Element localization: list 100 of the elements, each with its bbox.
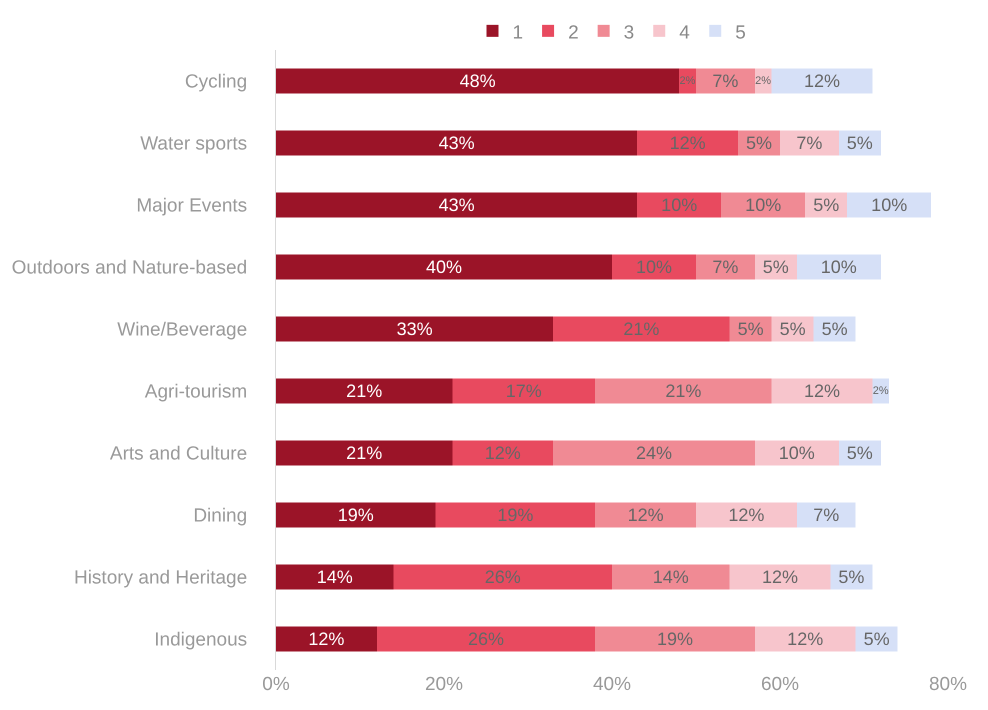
y-tick-label: Agri-tourism bbox=[144, 382, 248, 403]
data-label: 24% bbox=[636, 443, 672, 463]
data-label: 10% bbox=[778, 443, 815, 463]
bar bbox=[612, 254, 696, 280]
legend-label: 4 bbox=[679, 22, 690, 44]
bar bbox=[595, 502, 696, 528]
data-label: 21% bbox=[665, 381, 702, 401]
data-label: 19% bbox=[497, 505, 534, 525]
bar bbox=[754, 440, 839, 466]
bar bbox=[847, 192, 932, 218]
data-label: 2% bbox=[680, 75, 696, 87]
bar bbox=[276, 192, 638, 218]
data-label: 10% bbox=[820, 257, 857, 277]
data-label: 19% bbox=[338, 505, 374, 525]
bar bbox=[276, 564, 394, 590]
bar bbox=[394, 564, 612, 590]
data-label: 5% bbox=[780, 319, 806, 339]
data-label: 14% bbox=[316, 567, 353, 587]
data-label: 10% bbox=[661, 195, 698, 215]
x-tick-label: 60% bbox=[760, 674, 800, 695]
legend-label: 2 bbox=[568, 22, 579, 44]
data-label: 40% bbox=[426, 257, 462, 277]
data-label: 5% bbox=[738, 319, 764, 339]
data-label: 5% bbox=[813, 195, 840, 215]
data-label: 7% bbox=[813, 505, 840, 525]
bar bbox=[276, 130, 638, 156]
bar bbox=[637, 192, 722, 218]
bar bbox=[772, 378, 872, 404]
data-label: 48% bbox=[460, 71, 496, 91]
bar bbox=[276, 254, 612, 280]
data-label: 12% bbox=[484, 443, 521, 463]
bar bbox=[696, 68, 755, 94]
bar bbox=[696, 502, 797, 528]
bar bbox=[436, 502, 596, 528]
data-label: 19% bbox=[656, 629, 694, 649]
bar bbox=[796, 502, 856, 528]
data-label: 26% bbox=[484, 567, 521, 587]
data-label: 10% bbox=[636, 257, 672, 277]
bar bbox=[721, 192, 806, 218]
bar bbox=[696, 254, 755, 280]
data-label: 43% bbox=[438, 133, 475, 153]
data-label: 21% bbox=[346, 381, 382, 401]
bar bbox=[772, 68, 872, 94]
data-label: 21% bbox=[346, 443, 382, 463]
bar bbox=[553, 440, 755, 466]
y-tick-label: Outdoors and Nature-based bbox=[12, 258, 248, 279]
bar bbox=[452, 440, 554, 466]
y-tick-label: History and Heritage bbox=[74, 568, 248, 589]
data-label: 10% bbox=[745, 195, 782, 215]
data-label: 5% bbox=[838, 567, 864, 587]
bar bbox=[637, 130, 738, 156]
data-label: 33% bbox=[396, 319, 433, 339]
y-tick-label: Water sports bbox=[140, 134, 248, 155]
legend-label: 1 bbox=[512, 22, 524, 44]
data-label: 5% bbox=[746, 133, 772, 153]
x-tick-label: 40% bbox=[592, 674, 632, 695]
data-label: 5% bbox=[762, 257, 789, 277]
data-label: 12% bbox=[787, 629, 824, 649]
data-label: 5% bbox=[822, 319, 848, 339]
data-label: 5% bbox=[846, 443, 873, 463]
data-label: 12% bbox=[628, 505, 664, 525]
data-label: 14% bbox=[652, 567, 689, 587]
x-tick-label: 20% bbox=[424, 674, 464, 695]
data-label: 5% bbox=[864, 629, 890, 649]
bar bbox=[553, 316, 730, 342]
y-tick-label: Arts and Culture bbox=[110, 444, 248, 465]
bar bbox=[780, 130, 839, 156]
bar bbox=[276, 626, 377, 652]
bar bbox=[452, 378, 596, 404]
y-tick-label: Indigenous bbox=[154, 630, 248, 651]
data-label: 12% bbox=[728, 505, 764, 525]
data-label: 7% bbox=[712, 71, 738, 91]
x-tick-label: 80% bbox=[928, 674, 968, 695]
data-label: 10% bbox=[871, 195, 908, 215]
bar bbox=[595, 626, 755, 652]
y-tick-label: Cycling bbox=[184, 72, 248, 93]
data-label: 2% bbox=[872, 385, 889, 397]
bar bbox=[730, 564, 830, 590]
legend-label: 5 bbox=[735, 22, 746, 44]
bar bbox=[612, 564, 730, 590]
y-tick-label: Major Events bbox=[136, 196, 248, 217]
data-label: 12% bbox=[804, 381, 840, 401]
bar bbox=[796, 254, 881, 280]
data-label: 5% bbox=[846, 133, 873, 153]
data-label: 21% bbox=[623, 319, 660, 339]
x-tick-label: 0% bbox=[262, 674, 290, 695]
data-label: 7% bbox=[712, 257, 738, 277]
data-label: 12% bbox=[308, 629, 344, 649]
bar bbox=[276, 378, 452, 404]
y-tick-label: Dining bbox=[193, 506, 248, 527]
bar bbox=[276, 316, 554, 342]
legend-label: 3 bbox=[624, 22, 634, 44]
bar bbox=[754, 626, 856, 652]
bar bbox=[595, 378, 772, 404]
data-label: 26% bbox=[468, 629, 504, 649]
data-label: 17% bbox=[506, 381, 542, 401]
data-label: 2% bbox=[755, 75, 772, 87]
data-label: 7% bbox=[796, 133, 822, 153]
bar bbox=[276, 502, 436, 528]
data-label: 12% bbox=[762, 567, 798, 587]
